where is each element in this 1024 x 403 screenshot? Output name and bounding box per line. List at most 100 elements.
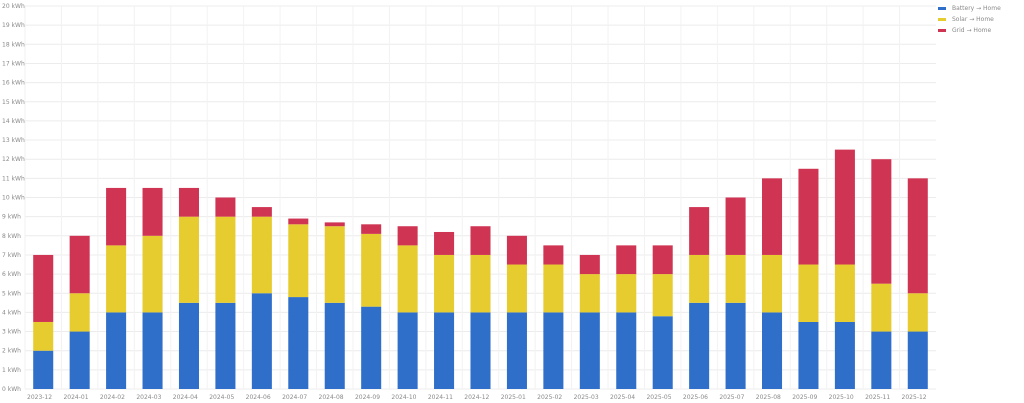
bar-segment-battery[interactable] bbox=[907, 331, 928, 389]
bar-segment-battery[interactable] bbox=[142, 312, 163, 389]
bar-segment-battery[interactable] bbox=[761, 312, 783, 389]
bar-segment-solar[interactable] bbox=[361, 233, 382, 307]
bar-segment-grid[interactable] bbox=[397, 226, 418, 246]
x-tick-label: 2024-01 bbox=[63, 394, 88, 401]
bar-segment-battery[interactable] bbox=[725, 302, 746, 389]
legend-label: Grid → Home bbox=[952, 27, 992, 34]
bar-segment-solar[interactable] bbox=[506, 264, 527, 313]
bar-segment-grid[interactable] bbox=[251, 207, 272, 217]
bar-segment-solar[interactable] bbox=[178, 216, 200, 303]
x-tick-label: 2025-08 bbox=[756, 394, 781, 401]
x-tick-label: 2025-01 bbox=[501, 394, 526, 401]
y-tick-label: 2 kWh bbox=[2, 348, 21, 355]
y-axis-labels: 0 kWh 1 kWh 2 kWh 3 kWh 4 kWh 5 kWh 6 kWh 7 kWh… bbox=[2, 3, 25, 393]
bar-segment-battery[interactable] bbox=[397, 312, 418, 389]
bar-segment-grid[interactable] bbox=[543, 245, 564, 265]
legend-item-grid-home[interactable]: Grid → Home bbox=[938, 25, 1001, 36]
bar-segment-battery[interactable] bbox=[689, 302, 710, 389]
bar-segment-grid[interactable] bbox=[324, 222, 345, 227]
bar-segment-solar[interactable] bbox=[251, 216, 272, 294]
bar-segment-grid[interactable] bbox=[834, 149, 855, 265]
bar-segment-battery[interactable] bbox=[798, 321, 819, 389]
bar-segment-grid[interactable] bbox=[725, 197, 746, 255]
bar-segment-battery[interactable] bbox=[543, 312, 564, 389]
bar-segment-battery[interactable] bbox=[324, 302, 345, 389]
bar-segment-solar[interactable] bbox=[761, 254, 783, 313]
x-tick-label: 2024-09 bbox=[355, 394, 380, 401]
bar-segment-battery[interactable] bbox=[470, 312, 491, 389]
bar-segment-solar[interactable] bbox=[470, 254, 491, 313]
bar-segment-battery[interactable] bbox=[251, 293, 272, 389]
bar-segment-solar[interactable] bbox=[288, 224, 309, 298]
x-tick-label: 2025-11 bbox=[865, 394, 890, 401]
bar-segment-battery[interactable] bbox=[579, 312, 600, 389]
bar-segment-battery[interactable] bbox=[506, 312, 527, 389]
bar-segment-battery[interactable] bbox=[652, 316, 673, 389]
bar-segment-battery[interactable] bbox=[834, 321, 855, 389]
bar-segment-grid[interactable] bbox=[798, 168, 819, 265]
bar-segment-solar[interactable] bbox=[652, 274, 673, 317]
bar-segment-grid[interactable] bbox=[178, 187, 200, 217]
x-tick-label: 2024-12 bbox=[464, 394, 489, 401]
y-tick-label: 19 kWh bbox=[2, 22, 25, 29]
x-tick-label: 2024-03 bbox=[136, 394, 161, 401]
bar-segment-grid[interactable] bbox=[288, 218, 309, 225]
bar-segment-solar[interactable] bbox=[397, 245, 418, 313]
bar-segment-grid[interactable] bbox=[616, 245, 637, 275]
grid-lines bbox=[24, 5, 936, 390]
bar-segment-solar[interactable] bbox=[142, 235, 163, 313]
bar-segment-battery[interactable] bbox=[871, 331, 892, 389]
bar-segment-battery[interactable] bbox=[361, 306, 382, 389]
bar-segment-solar[interactable] bbox=[33, 321, 54, 351]
bar-segment-battery[interactable] bbox=[69, 331, 90, 389]
bar-segment-solar[interactable] bbox=[689, 254, 710, 303]
bar-segment-battery[interactable] bbox=[215, 302, 236, 389]
y-tick-label: 4 kWh bbox=[2, 309, 21, 316]
bar-segment-grid[interactable] bbox=[69, 235, 90, 294]
bar-segment-grid[interactable] bbox=[907, 178, 928, 294]
bar-segment-battery[interactable] bbox=[616, 312, 637, 389]
bar-segment-solar[interactable] bbox=[69, 293, 90, 332]
x-tick-label: 2024-08 bbox=[319, 394, 344, 401]
y-tick-label: 0 kWh bbox=[2, 386, 21, 393]
bar-segment-battery[interactable] bbox=[434, 312, 455, 389]
bar-segment-grid[interactable] bbox=[470, 226, 491, 255]
bar-segment-solar[interactable] bbox=[543, 264, 564, 313]
bar-segment-grid[interactable] bbox=[506, 235, 527, 265]
bar-segment-grid[interactable] bbox=[871, 159, 892, 284]
bar-segment-solar[interactable] bbox=[871, 283, 892, 332]
legend-swatch-icon bbox=[938, 29, 946, 32]
y-tick-label: 16 kWh bbox=[2, 80, 25, 87]
bar-segment-grid[interactable] bbox=[142, 187, 163, 236]
bar-segment-grid[interactable] bbox=[689, 207, 710, 255]
bar-segment-solar[interactable] bbox=[798, 264, 819, 322]
bar-segment-solar[interactable] bbox=[616, 274, 637, 313]
y-tick-label: 20 kWh bbox=[2, 3, 25, 10]
bar-segment-battery[interactable] bbox=[178, 302, 200, 389]
bar-segment-grid[interactable] bbox=[761, 178, 783, 255]
legend-item-solar-home[interactable]: Solar → Home bbox=[938, 14, 1001, 25]
bar-segment-grid[interactable] bbox=[33, 254, 54, 322]
bar-segment-battery[interactable] bbox=[33, 350, 54, 389]
legend-item-battery-home[interactable]: Battery → Home bbox=[938, 3, 1001, 14]
bar-segment-solar[interactable] bbox=[579, 274, 600, 313]
bar-segment-grid[interactable] bbox=[106, 187, 127, 246]
x-tick-label: 2025-05 bbox=[646, 394, 671, 401]
bar-segment-solar[interactable] bbox=[324, 226, 345, 303]
bar-segment-grid[interactable] bbox=[215, 197, 236, 217]
bar-segment-solar[interactable] bbox=[106, 245, 127, 313]
bar-segment-solar[interactable] bbox=[725, 254, 746, 303]
bar-segment-battery[interactable] bbox=[288, 297, 309, 389]
bar-segment-solar[interactable] bbox=[834, 264, 855, 322]
bar-segment-solar[interactable] bbox=[434, 254, 455, 313]
bar-segment-grid[interactable] bbox=[434, 231, 455, 255]
bar-segment-battery[interactable] bbox=[106, 312, 127, 389]
bar-segment-grid[interactable] bbox=[579, 254, 600, 275]
bar-segment-solar[interactable] bbox=[907, 293, 928, 332]
bar-segment-solar[interactable] bbox=[215, 216, 236, 303]
legend-swatch-icon bbox=[938, 18, 946, 21]
x-tick-label: 2025-03 bbox=[574, 394, 599, 401]
bar-segment-grid[interactable] bbox=[652, 245, 673, 275]
bar-segment-grid[interactable] bbox=[361, 224, 382, 234]
